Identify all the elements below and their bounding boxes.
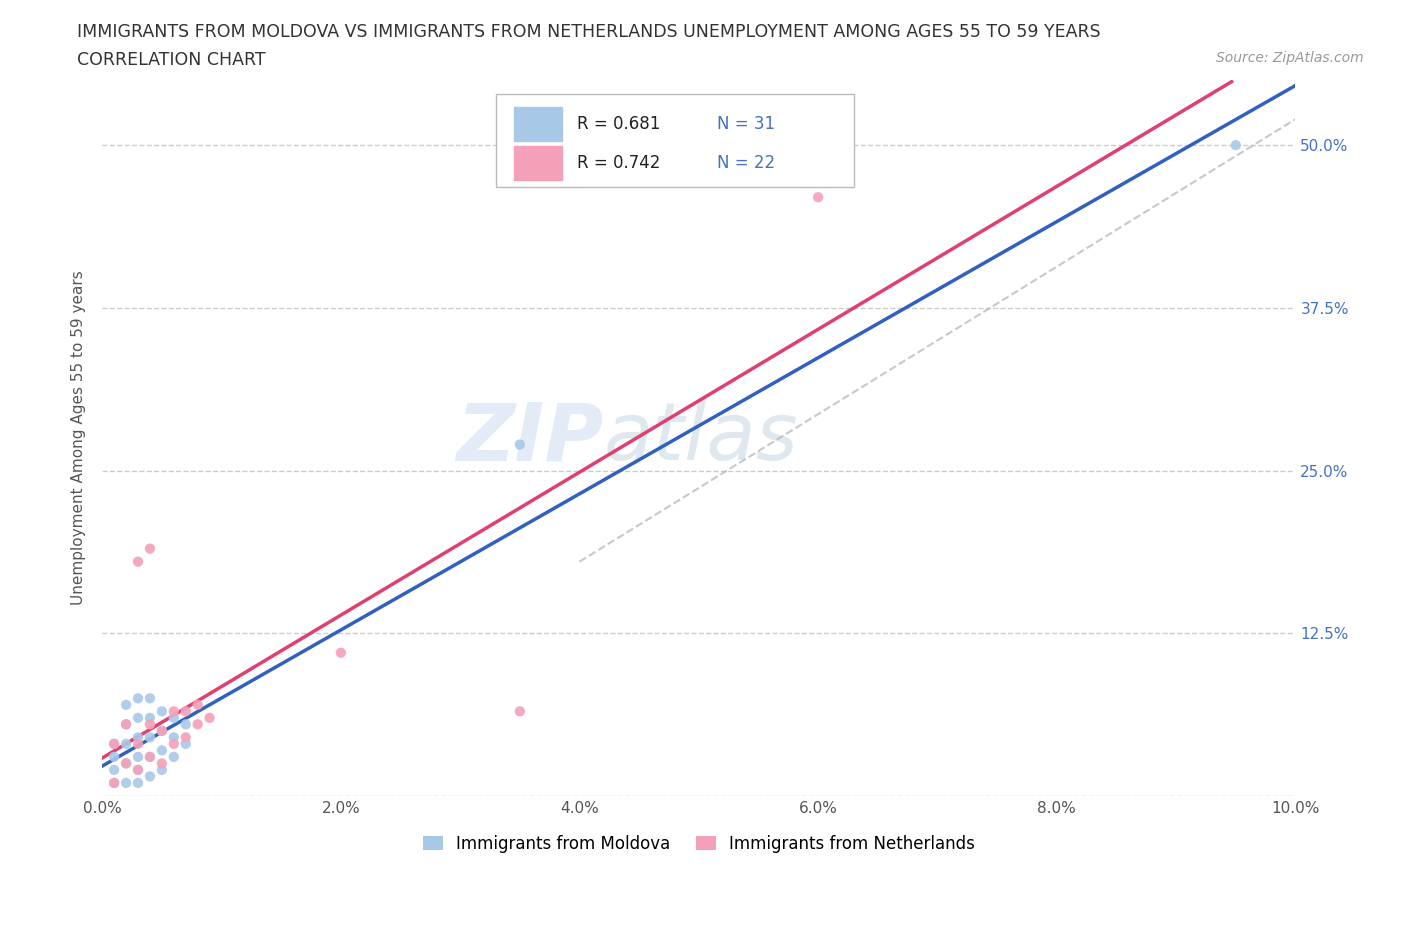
Point: [127, 776, 149, 790]
Point: [139, 730, 162, 745]
FancyBboxPatch shape: [513, 146, 561, 180]
Point: [174, 737, 197, 751]
Point: [807, 190, 830, 205]
Point: [150, 743, 173, 758]
Point: [139, 711, 162, 725]
Point: [509, 437, 531, 452]
FancyBboxPatch shape: [513, 107, 561, 141]
Point: [115, 698, 138, 712]
Point: [127, 737, 149, 751]
Point: [150, 756, 173, 771]
Point: [103, 750, 125, 764]
Text: IMMIGRANTS FROM MOLDOVA VS IMMIGRANTS FROM NETHERLANDS UNEMPLOYMENT AMONG AGES 5: IMMIGRANTS FROM MOLDOVA VS IMMIGRANTS FR…: [77, 23, 1101, 41]
Point: [115, 776, 138, 790]
Point: [163, 711, 186, 725]
Point: [127, 711, 149, 725]
Point: [329, 645, 352, 660]
Point: [163, 730, 186, 745]
Point: [115, 717, 138, 732]
Legend: Immigrants from Moldova, Immigrants from Netherlands: Immigrants from Moldova, Immigrants from…: [416, 828, 981, 859]
Point: [115, 756, 138, 771]
Point: [139, 750, 162, 764]
Text: R = 0.742: R = 0.742: [576, 154, 661, 172]
Point: [139, 717, 162, 732]
Point: [1225, 138, 1247, 153]
Point: [174, 704, 197, 719]
Y-axis label: Unemployment Among Ages 55 to 59 years: Unemployment Among Ages 55 to 59 years: [72, 271, 86, 605]
Text: CORRELATION CHART: CORRELATION CHART: [77, 51, 266, 69]
Point: [150, 724, 173, 738]
Point: [139, 691, 162, 706]
Point: [150, 704, 173, 719]
Point: [150, 763, 173, 777]
Point: [103, 737, 125, 751]
Point: [127, 763, 149, 777]
Point: [103, 776, 125, 790]
FancyBboxPatch shape: [496, 95, 853, 188]
Text: N = 31: N = 31: [717, 114, 775, 133]
Point: [163, 704, 186, 719]
Point: [187, 717, 209, 732]
Text: atlas: atlas: [603, 399, 799, 477]
Point: [139, 541, 162, 556]
Point: [115, 737, 138, 751]
Point: [139, 769, 162, 784]
Point: [115, 717, 138, 732]
Point: [174, 730, 197, 745]
Text: ZIP: ZIP: [456, 399, 603, 477]
Point: [509, 704, 531, 719]
Point: [150, 724, 173, 738]
Point: [174, 717, 197, 732]
Point: [115, 756, 138, 771]
Point: [139, 750, 162, 764]
Point: [103, 763, 125, 777]
Text: N = 22: N = 22: [717, 154, 775, 172]
Point: [163, 750, 186, 764]
Point: [103, 737, 125, 751]
Point: [127, 554, 149, 569]
Point: [127, 730, 149, 745]
Point: [127, 750, 149, 764]
Point: [187, 698, 209, 712]
Point: [127, 763, 149, 777]
Point: [163, 737, 186, 751]
Text: R = 0.681: R = 0.681: [576, 114, 661, 133]
Text: Source: ZipAtlas.com: Source: ZipAtlas.com: [1216, 51, 1364, 65]
Point: [103, 776, 125, 790]
Point: [198, 711, 221, 725]
Point: [127, 691, 149, 706]
